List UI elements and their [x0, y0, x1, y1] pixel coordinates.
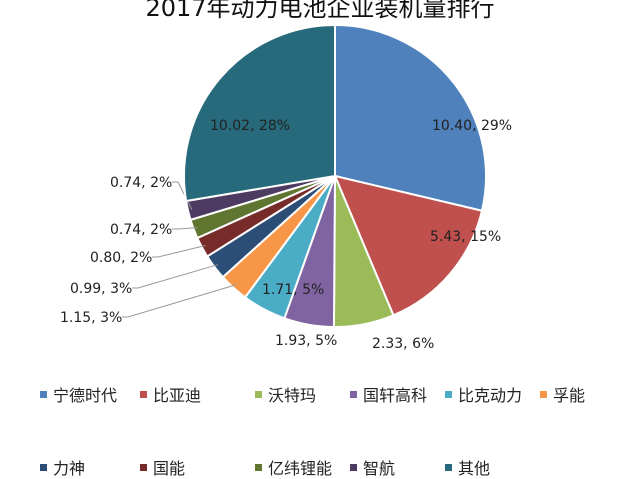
legend-swatch	[445, 463, 452, 471]
data-label: 2.33, 6%	[372, 336, 434, 352]
data-label: 0.99, 3%	[70, 281, 132, 297]
legend-label: 国轩高科	[363, 386, 428, 405]
data-label: 0.80, 2%	[90, 250, 152, 266]
legend-swatch	[140, 390, 147, 398]
legend-item: 智航	[350, 455, 395, 479]
leader-line	[132, 264, 218, 289]
legend-item: 其他	[445, 455, 490, 479]
legend-label: 力神	[53, 459, 86, 478]
leader-line	[172, 227, 198, 230]
legend-label: 宁德时代	[53, 386, 118, 405]
legend-item: 比亚迪	[140, 382, 201, 406]
legend-item: 比克动力	[445, 382, 522, 406]
data-label: 5.43, 15%	[430, 229, 501, 245]
legend-item: 孚能	[540, 382, 585, 406]
data-label: 10.02, 28%	[210, 118, 290, 134]
legend-label: 沃特玛	[268, 386, 317, 405]
legend-item: 力神	[40, 455, 85, 479]
legend-swatch	[350, 390, 357, 398]
data-label: 1.71, 5%	[262, 282, 324, 298]
data-label: 1.15, 3%	[60, 310, 122, 326]
legend-label: 其他	[458, 459, 491, 478]
legend-swatch	[255, 463, 262, 471]
legend-swatch	[255, 390, 262, 398]
legend-label: 孚能	[553, 386, 586, 405]
legend-item: 亿纬锂能	[255, 455, 332, 479]
legend-swatch	[140, 463, 147, 471]
pie-slice-0	[334, 23, 487, 212]
legend-item: 国能	[140, 455, 185, 479]
pie-slice-10	[183, 23, 336, 203]
data-label: 0.74, 2%	[110, 175, 172, 191]
data-label: 10.40, 29%	[432, 118, 512, 134]
chart-title: 2017年动力电池企业装机量排行	[145, 0, 495, 22]
legend-item: 国轩高科	[350, 382, 427, 406]
legend-label: 智航	[363, 459, 396, 478]
legend-label: 国能	[153, 459, 186, 478]
legend-label: 比亚迪	[153, 386, 202, 405]
legend-swatch	[445, 390, 452, 398]
legend-item: 宁德时代	[40, 382, 117, 406]
data-label: 0.74, 2%	[110, 222, 172, 238]
leader-line	[152, 245, 206, 258]
legend-swatch	[350, 463, 357, 471]
legend-swatch	[540, 390, 547, 398]
pie-slice-1	[333, 174, 484, 317]
legend-swatch	[40, 390, 47, 398]
legend-label: 比克动力	[458, 386, 523, 405]
legend-label: 亿纬锂能	[268, 459, 333, 478]
leader-line	[122, 284, 237, 318]
legend-swatch	[40, 463, 47, 471]
data-label: 1.93, 5%	[275, 333, 337, 349]
legend-item: 沃特玛	[255, 382, 316, 406]
